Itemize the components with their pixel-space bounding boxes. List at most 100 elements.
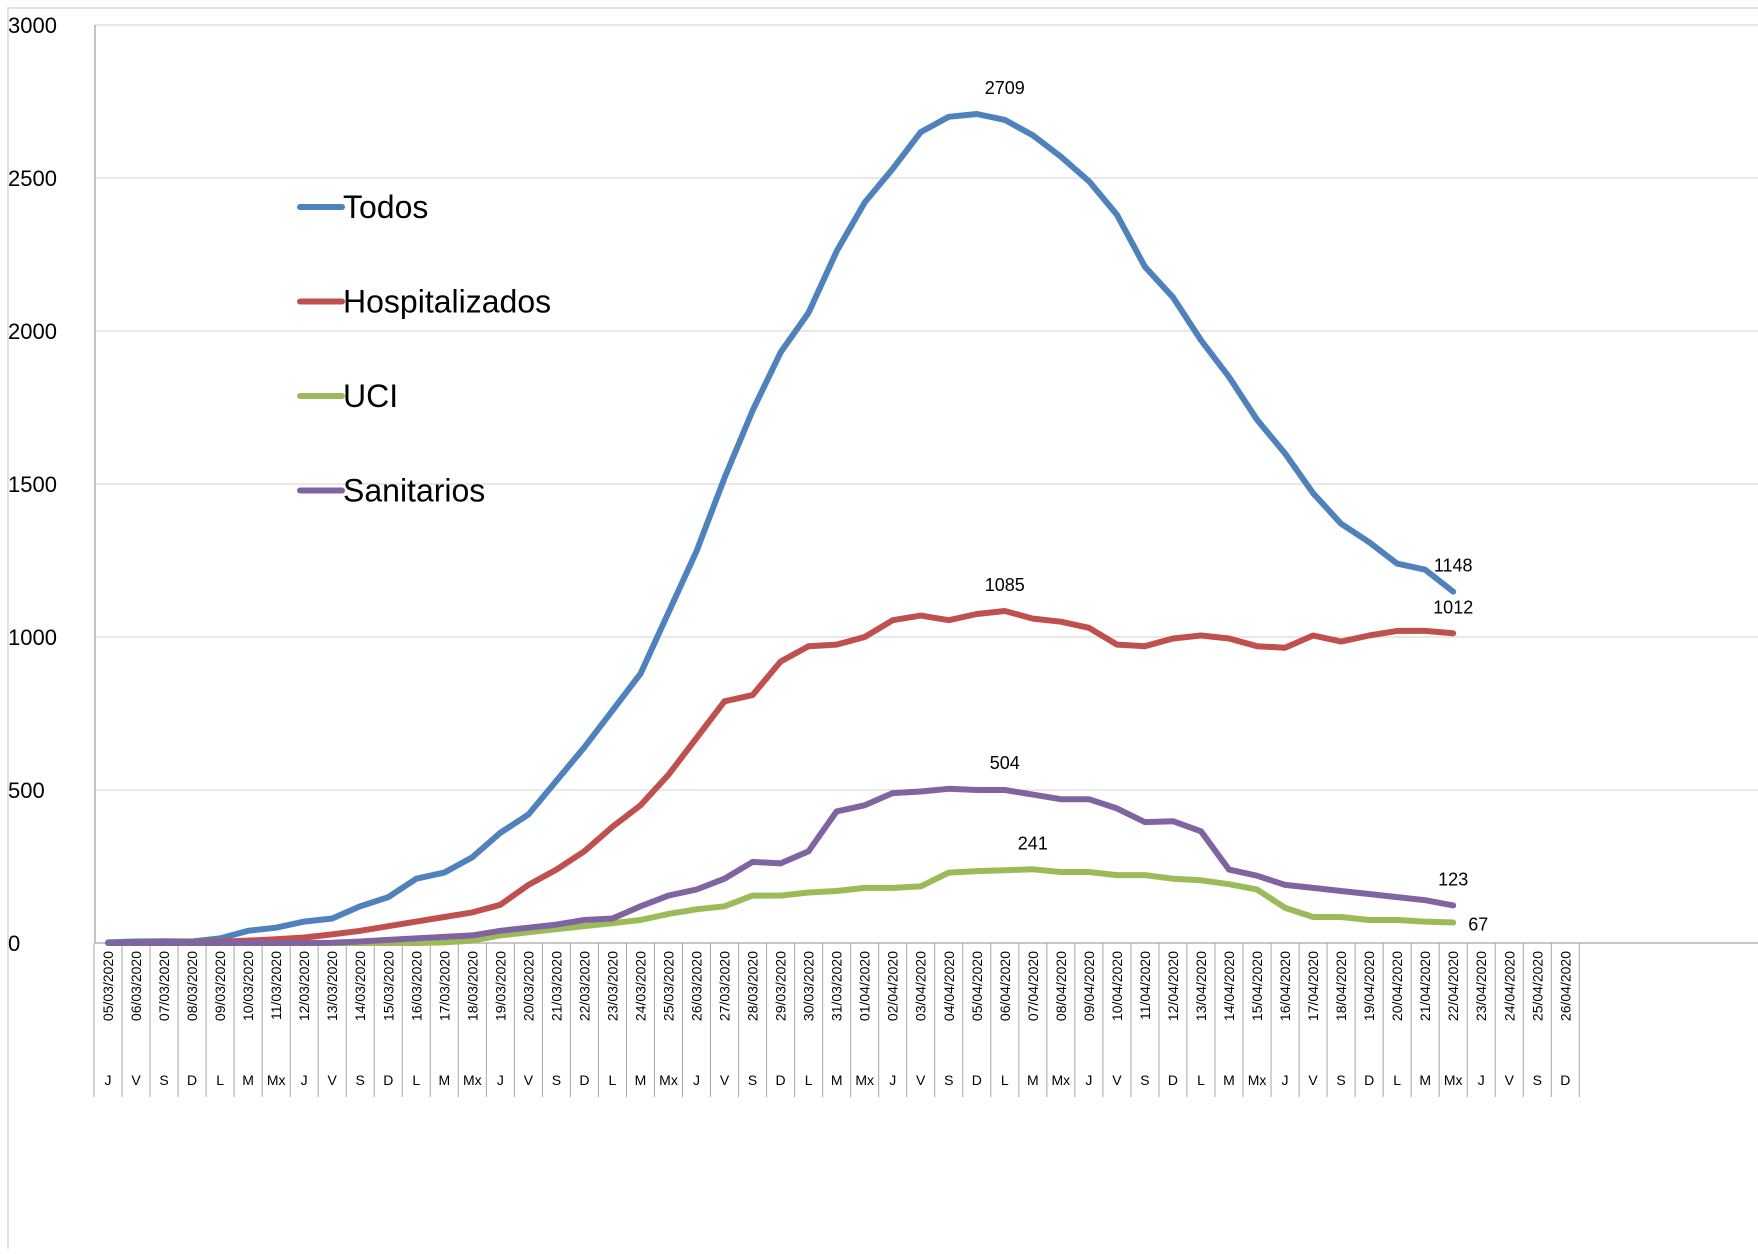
x-weekday-label: M [1419, 1072, 1431, 1088]
x-tick-label: 06/04/2020 [997, 951, 1013, 1021]
x-tick-label: 21/03/2020 [548, 951, 564, 1021]
x-tick-label: 17/04/2020 [1305, 951, 1321, 1021]
data-labels: 2709 1148 1085 1012 504 123 241 67 [985, 78, 1488, 934]
x-tick-label: 22/03/2020 [576, 951, 592, 1021]
x-weekday-label: V [1505, 1072, 1515, 1088]
x-weekday-label: L [412, 1072, 420, 1088]
x-tick-label: 31/03/2020 [829, 951, 845, 1021]
y-tick-label: 0 [8, 931, 20, 956]
y-tick-label: 2000 [8, 319, 57, 344]
x-weekday-label: L [1197, 1072, 1205, 1088]
legend-label: Hospitalizados [343, 284, 551, 320]
legend-entry-sanitarios: Sanitarios [297, 473, 485, 509]
x-weekday-label: D [972, 1072, 982, 1088]
x-tick-label: 30/03/2020 [801, 951, 817, 1021]
x-weekday-label: L [805, 1072, 813, 1088]
x-tick-label: 15/04/2020 [1249, 951, 1265, 1021]
x-tick-label: 05/03/2020 [100, 951, 116, 1021]
x-tick-label: 26/03/2020 [689, 951, 705, 1021]
x-tick-label: 20/03/2020 [520, 951, 536, 1021]
x-weekday-label: Mx [659, 1072, 678, 1088]
x-weekday-label: Mx [855, 1072, 874, 1088]
legend-entry-uci: UCI [297, 378, 398, 414]
x-weekday-label: D [579, 1072, 589, 1088]
x-tick-label: 12/03/2020 [296, 951, 312, 1021]
x-tick-label: 24/03/2020 [632, 951, 648, 1021]
data-label: 1085 [985, 575, 1025, 595]
x-weekday-label: V [1308, 1072, 1318, 1088]
x-weekday-label: M [1223, 1072, 1235, 1088]
x-weekday-label: L [1001, 1072, 1009, 1088]
x-weekday-label: Mx [1052, 1072, 1071, 1088]
x-tick-label: 10/04/2020 [1109, 951, 1125, 1021]
x-tick-label: 12/04/2020 [1165, 951, 1181, 1021]
x-weekday-label: Mx [463, 1072, 482, 1088]
x-tick-label: 26/04/2020 [1557, 951, 1573, 1021]
x-tick-label: 15/03/2020 [380, 951, 396, 1021]
x-weekday-label: L [216, 1072, 224, 1088]
x-weekday-label: S [1533, 1072, 1542, 1088]
x-tick-label: 14/03/2020 [352, 951, 368, 1021]
x-weekday-label: D [383, 1072, 393, 1088]
x-weekday-label: L [609, 1072, 617, 1088]
x-weekday-label: D [1364, 1072, 1374, 1088]
x-weekday-label: V [328, 1072, 338, 1088]
x-tick-label: 11/04/2020 [1137, 951, 1153, 1020]
x-weekday-label: D [1168, 1072, 1178, 1088]
legend: Todos Hospitalizados UCI Sanitarios [297, 189, 551, 509]
x-weekday-label: J [105, 1072, 112, 1088]
legend-entry-todos: Todos [297, 189, 428, 225]
legend-label: Todos [343, 189, 428, 225]
x-weekday-label: M [438, 1072, 450, 1088]
x-weekday-label: S [356, 1072, 365, 1088]
x-axis: 05/03/2020 06/03/2020 07/03/2020 08/03/2020… [93, 942, 1758, 1097]
x-weekday-label: Mx [1248, 1072, 1267, 1088]
x-weekday-label: V [720, 1072, 730, 1088]
x-tick-label: 07/04/2020 [1025, 951, 1041, 1021]
x-tick-label: 22/04/2020 [1445, 951, 1461, 1021]
series-line-hospitalizados [105, 608, 1457, 946]
x-tick-label: 13/04/2020 [1193, 951, 1209, 1021]
x-tick-label: 19/04/2020 [1361, 951, 1377, 1021]
x-tick-label: 13/03/2020 [324, 951, 340, 1021]
x-weekday-label: S [1140, 1072, 1149, 1088]
x-weekday-label: M [242, 1072, 254, 1088]
x-tick-label: 16/04/2020 [1277, 951, 1293, 1021]
x-tick-label: 04/04/2020 [941, 951, 957, 1021]
x-tick-label: 25/04/2020 [1529, 951, 1545, 1021]
x-weekday-label: M [831, 1072, 843, 1088]
x-weekday-label: V [916, 1072, 926, 1088]
x-tick-label: 27/03/2020 [717, 951, 733, 1021]
x-weekday-label: J [1085, 1072, 1092, 1088]
x-weekday-label: M [1027, 1072, 1039, 1088]
x-tick-label: 14/04/2020 [1221, 951, 1237, 1021]
data-label: 123 [1438, 869, 1468, 889]
x-tick-label: 09/04/2020 [1081, 951, 1097, 1021]
legend-label: Sanitarios [343, 473, 485, 509]
data-label: 2709 [985, 78, 1025, 98]
data-label: 67 [1468, 914, 1488, 934]
y-tick-label: 2500 [8, 166, 57, 191]
x-weekday-label: J [1282, 1072, 1289, 1088]
chart-frame [7, 7, 1758, 1254]
series-line-uci [105, 866, 1457, 946]
x-weekday-label: S [748, 1072, 757, 1088]
x-tick-label: 29/03/2020 [773, 951, 789, 1021]
x-weekday-label: D [187, 1072, 197, 1088]
y-tick-label: 1500 [8, 472, 57, 497]
x-weekday-label: J [1478, 1072, 1485, 1088]
x-weekday-label: D [1560, 1072, 1570, 1088]
x-weekday-label: S [552, 1072, 561, 1088]
series-line-sanitarios [105, 785, 1457, 946]
legend-label: UCI [343, 378, 398, 414]
x-weekday-label: L [1393, 1072, 1401, 1088]
x-tick-label: 23/04/2020 [1473, 951, 1489, 1021]
x-tick-label: 18/04/2020 [1333, 951, 1349, 1021]
x-tick-label: 09/03/2020 [212, 951, 228, 1021]
x-tick-label: 08/03/2020 [184, 951, 200, 1021]
x-weekday-label: Mx [267, 1072, 286, 1088]
series-line-todos [105, 111, 1457, 946]
x-weekday-label: J [693, 1072, 700, 1088]
y-tick-label: 500 [8, 778, 45, 803]
